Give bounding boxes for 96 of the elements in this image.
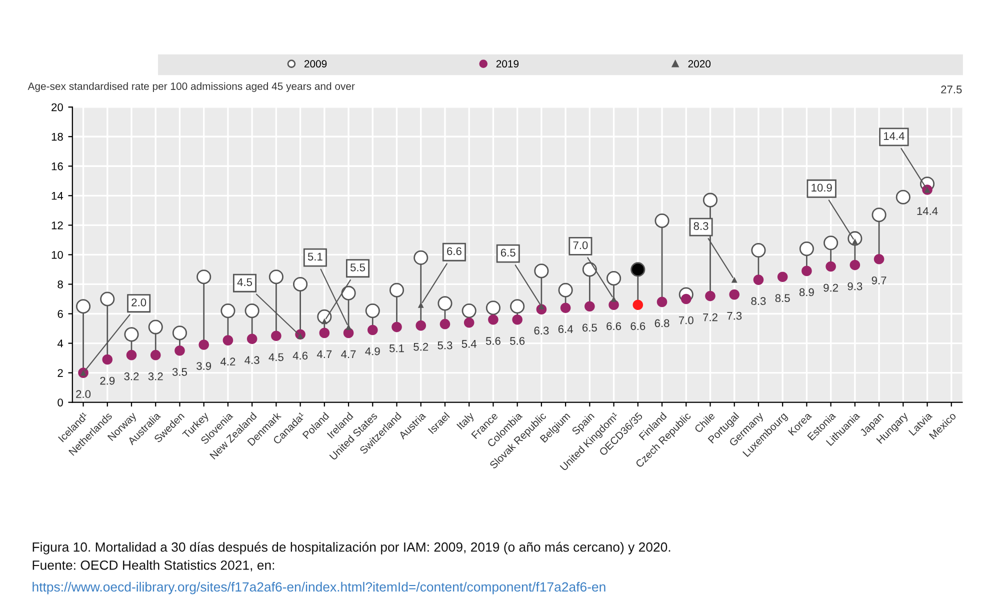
data-label: 8.3 [751,297,766,306]
point [222,335,234,346]
point [246,334,258,344]
text: https://www.oecd-ilibrary.org/sites/f17a2af6-en/index.html?itemId=/content/component/f17a2af6-en [32,582,606,594]
y-tick-label: 20 [52,103,63,112]
data-label: 4.5 [237,278,252,286]
data-label: 3.2 [124,372,139,380]
data-label: 6.6 [447,247,462,256]
point [488,314,498,325]
data-label: 2.0 [76,390,91,398]
point [874,254,884,264]
data-label: 9.2 [824,284,838,292]
point [731,276,738,283]
data-label: 4.2 [220,358,236,366]
data-label: 5.1 [308,252,322,261]
data-label: 5.5 [350,264,366,272]
data-label: 14.4 [917,207,938,215]
data-label: 5.3 [438,341,452,350]
data-label: 3.5 [172,368,187,376]
data-label: 4.7 [316,350,332,358]
data-label: 5.6 [510,336,525,345]
data-label: 8.9 [799,288,814,296]
y-tick-label: 14 [52,192,64,200]
point [705,290,716,302]
point [753,274,764,285]
y-tick-label: 4 [57,340,64,348]
data-label: 7.0 [573,241,588,250]
data-label: 6.6 [630,322,646,330]
point [464,317,474,328]
x-tick-label: Italy [456,411,476,432]
point [610,296,617,302]
point [850,260,860,270]
data-label: 5.4 [462,340,476,348]
y-tick-label: 0 [58,398,63,406]
data-label: 7.0 [678,316,694,324]
point [777,272,788,282]
point [367,324,378,336]
point [271,330,282,342]
data-label: 5.6 [486,336,500,345]
point [102,354,113,365]
y-axis-title: Age-sex standardised rate per 100 admissions aged 45 years and over [28,82,355,92]
point [729,289,740,300]
data-label: 2.0 [132,298,146,306]
point [584,301,595,312]
point [632,300,644,310]
point [174,346,185,356]
point [126,350,137,360]
data-label: 9.7 [872,276,886,284]
data-label: 5.2 [414,342,428,351]
data-label: 6.5 [582,324,597,332]
legend-label: 2009 [304,60,327,68]
source-note: Fuente: OECD Health Statistics 2021, en: [32,560,274,572]
point [560,302,571,313]
y-tick-label: 8 [58,280,63,288]
data-label: 6.8 [654,319,670,328]
text: 27.5 [941,86,962,94]
y-tick-label: 18 [52,132,63,141]
point [656,296,668,308]
point [512,314,522,325]
data-label: 2.9 [100,376,115,385]
data-label: 6.6 [606,322,622,330]
legend-label: 2019 [496,60,519,68]
y-tick-label: 16 [52,162,63,170]
data-label: 7.3 [727,312,742,320]
data-label: 3.9 [196,362,212,370]
point [150,350,161,360]
point [802,266,812,276]
data-label: 7.2 [703,313,718,322]
data-label: 10.9 [812,184,832,192]
data-label: 4.3 [244,356,260,364]
data-label: 5.1 [389,344,404,352]
point [198,340,209,350]
data-label: 8.5 [775,294,790,302]
data-label: 6.5 [500,248,516,257]
point [319,328,330,338]
legend-label: 2020 [688,60,711,68]
data-label: 9.3 [848,282,862,290]
point [440,318,450,330]
data-label: 6.4 [558,325,573,334]
data-label: 4.6 [292,352,308,360]
point [392,322,402,332]
point [321,318,328,324]
y-tick-label: 6 [58,310,63,318]
y-tick-label: 2 [58,369,63,377]
data-label: 4.9 [365,347,380,356]
data-label: 14.4 [884,132,904,140]
point [826,261,836,272]
data-label: 4.7 [341,350,356,358]
point [416,320,426,331]
data-label: 3.2 [148,372,163,380]
y-tick-label: 12 [52,221,63,230]
data-label: 8.3 [694,222,708,230]
data-label: 4.5 [268,353,284,362]
y-tick-label: 10 [52,250,63,259]
text: Figura 10. Mortalidad a 30 días después de hospitalización por IAM: 2009, 2019 (o año más cercano) y 2020. [32,542,670,554]
data-label: 6.3 [534,326,549,335]
